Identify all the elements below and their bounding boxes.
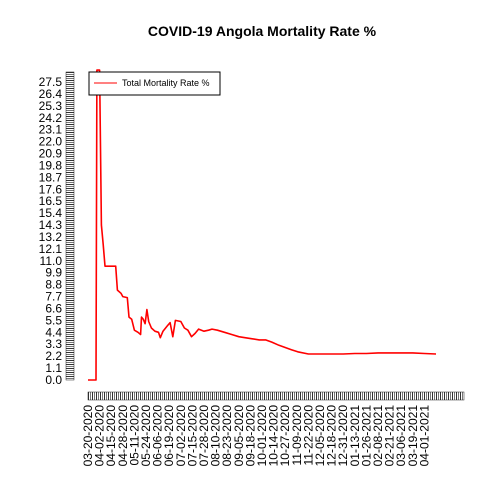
x-tick-label: 03-06-2021 xyxy=(394,405,408,467)
x-tick-label: 06-06-2020 xyxy=(151,405,165,467)
y-tick-label: 7.7 xyxy=(45,290,62,304)
y-tick-label: 18.7 xyxy=(39,170,63,184)
x-tick-label: 02-21-2021 xyxy=(383,405,397,467)
x-tick-label: 04-15-2020 xyxy=(104,405,118,467)
x-tick-label: 02-08-2021 xyxy=(371,405,385,467)
y-tick-label: 22.0 xyxy=(39,135,63,149)
y-tick-label: 4.4 xyxy=(45,325,62,339)
x-tick-label: 04-01-2021 xyxy=(417,405,431,467)
x-tick-label: 08-23-2020 xyxy=(220,405,234,467)
y-tick-label: 20.9 xyxy=(39,147,63,161)
chart-title: COVID-19 Angola Mortality Rate % xyxy=(148,23,377,39)
x-tick-label: 09-05-2020 xyxy=(232,405,246,467)
x-tick-label: 12-31-2020 xyxy=(336,405,350,467)
legend-box xyxy=(88,71,221,96)
y-tick-label: 24.2 xyxy=(39,111,63,125)
y-tick-label: 14.3 xyxy=(39,218,63,232)
x-tick-label: 10-01-2020 xyxy=(255,405,269,467)
x-tick-label: 10-14-2020 xyxy=(267,405,281,467)
y-tick-label: 9.9 xyxy=(45,266,62,280)
y-tick-label: 17.6 xyxy=(39,182,63,196)
y-tick-label: 12.1 xyxy=(39,242,63,256)
x-tick-label: 07-28-2020 xyxy=(197,405,211,467)
legend-entry-total-mortality-rate: Total Mortality Rate % xyxy=(122,78,210,88)
y-tick-label: 23.1 xyxy=(39,123,63,137)
x-tick-label: 05-24-2020 xyxy=(139,405,153,467)
y-tick-label: 19.8 xyxy=(39,158,63,172)
x-tick-label: 05-11-2020 xyxy=(127,405,141,466)
x-tick-label: 07-15-2020 xyxy=(185,405,199,467)
y-tick-label: 3.3 xyxy=(45,337,62,351)
x-axis-bar xyxy=(87,391,465,401)
y-tick-label: 6.6 xyxy=(45,301,62,315)
x-tick-label: 03-19-2021 xyxy=(406,405,420,467)
x-tick-label: 12-18-2020 xyxy=(325,405,339,467)
series-line-total-mortality-rate xyxy=(88,69,437,381)
y-tick-label: 16.5 xyxy=(39,194,63,208)
x-tick-label: 01-26-2021 xyxy=(359,405,373,467)
y-tick-label: 27.5 xyxy=(39,75,63,89)
x-tick-label: 12-05-2020 xyxy=(313,405,327,467)
y-tick-label: 1.1 xyxy=(45,361,62,375)
y-tick-label: 15.4 xyxy=(39,206,63,220)
legend: Total Mortality Rate % xyxy=(88,71,221,96)
x-tick-label: 03-20-2020 xyxy=(81,405,95,467)
y-tick-label: 0.0 xyxy=(45,373,62,387)
x-tick-label: 08-10-2020 xyxy=(209,405,223,467)
plot-series xyxy=(88,69,437,381)
x-tick-label: 11-22-2020 xyxy=(301,405,315,466)
x-tick-label: 06-19-2020 xyxy=(162,405,176,467)
x-tick-label: 04-28-2020 xyxy=(116,405,130,467)
y-tick-label: 8.8 xyxy=(45,278,62,292)
y-tick-label: 11.0 xyxy=(40,254,63,268)
y-tick-labels: 0.01.12.23.34.45.56.67.78.89.911.012.113… xyxy=(39,75,63,387)
y-tick-label: 13.2 xyxy=(39,230,63,244)
x-tick-label: 07-02-2020 xyxy=(174,405,188,467)
y-tick-label: 26.4 xyxy=(39,87,63,101)
x-tick-label: 10-27-2020 xyxy=(278,405,292,467)
x-tick-label: 11-09-2020 xyxy=(290,405,304,466)
x-tick-labels: 03-20-202004-02-202004-15-202004-28-2020… xyxy=(81,405,431,467)
x-tick-label: 09-18-2020 xyxy=(243,405,257,467)
y-tick-label: 2.2 xyxy=(45,349,62,363)
y-tick-label: 25.3 xyxy=(39,99,63,113)
y-axis-bar xyxy=(65,71,75,381)
x-tick-label: 04-02-2020 xyxy=(93,405,107,467)
x-tick-label: 01-13-2021 xyxy=(348,405,362,467)
y-tick-label: 5.5 xyxy=(45,313,62,327)
